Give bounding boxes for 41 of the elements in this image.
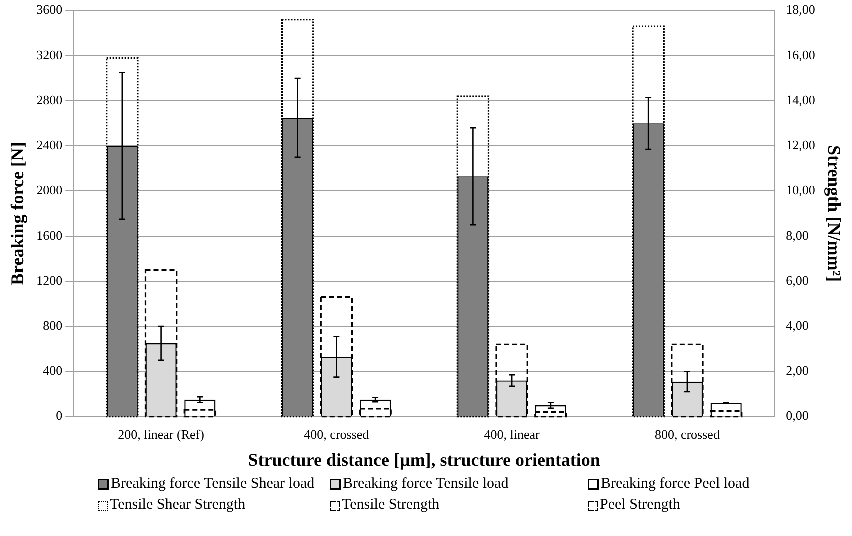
legend-label: Peel Strength <box>600 497 680 514</box>
y2-tick-label: 6,00 <box>786 272 809 288</box>
y2-tick-label: 12,00 <box>786 138 816 153</box>
y2-tick-label: 18,00 <box>786 2 816 18</box>
bar <box>456 96 490 418</box>
bar <box>496 344 528 418</box>
y2-tick-label: 10,00 <box>786 182 816 198</box>
legend-label: Breaking force Peel load <box>601 476 750 493</box>
bar <box>671 344 704 418</box>
y-tick-label: 2000 <box>36 182 63 198</box>
y-tick-label: 3200 <box>36 47 63 62</box>
y2-tick-label: 2,00 <box>786 363 809 378</box>
y2-tick-label: 0,00 <box>786 408 809 424</box>
bar <box>632 26 665 418</box>
x-tick-label: 800, crossed <box>654 427 720 442</box>
x-tick-label: 400, linear <box>484 427 541 442</box>
y-tick-label: 800 <box>43 318 63 333</box>
x-axis-title: Structure distance [µm], structure orientation <box>248 450 600 470</box>
y-tick-label: 2400 <box>36 138 63 153</box>
bar <box>106 57 139 418</box>
legend-label: Tensile Strength <box>342 497 440 514</box>
y2-tick-label: 16,00 <box>786 47 816 62</box>
y2-tick-label: 14,00 <box>786 92 816 108</box>
y-tick-label: 1600 <box>36 228 63 243</box>
bar <box>281 19 314 418</box>
y2-tick-label: 4,00 <box>786 318 809 333</box>
y2-axis-title: Strength [N/mm²] <box>824 146 845 282</box>
legend-label: Breaking force Tensile Shear load <box>111 476 315 493</box>
x-tick-label: 400, crossed <box>304 427 370 442</box>
x-tick-label: 200, linear (Ref) <box>118 427 204 442</box>
y-tick-label: 1200 <box>36 272 63 288</box>
legend-label: Tensile Shear Strength <box>110 497 246 514</box>
legend-label: Breaking force Tensile load <box>343 476 509 493</box>
bar <box>144 269 178 418</box>
bar <box>320 296 354 418</box>
y-tick-label: 400 <box>43 363 63 378</box>
y-tick-label: 2800 <box>36 92 63 108</box>
y-axis-title: Breaking force [N] <box>7 142 28 286</box>
y-tick-label: 0 <box>56 408 63 424</box>
y2-tick-label: 8,00 <box>786 228 809 243</box>
y-tick-label: 3600 <box>36 2 63 18</box>
